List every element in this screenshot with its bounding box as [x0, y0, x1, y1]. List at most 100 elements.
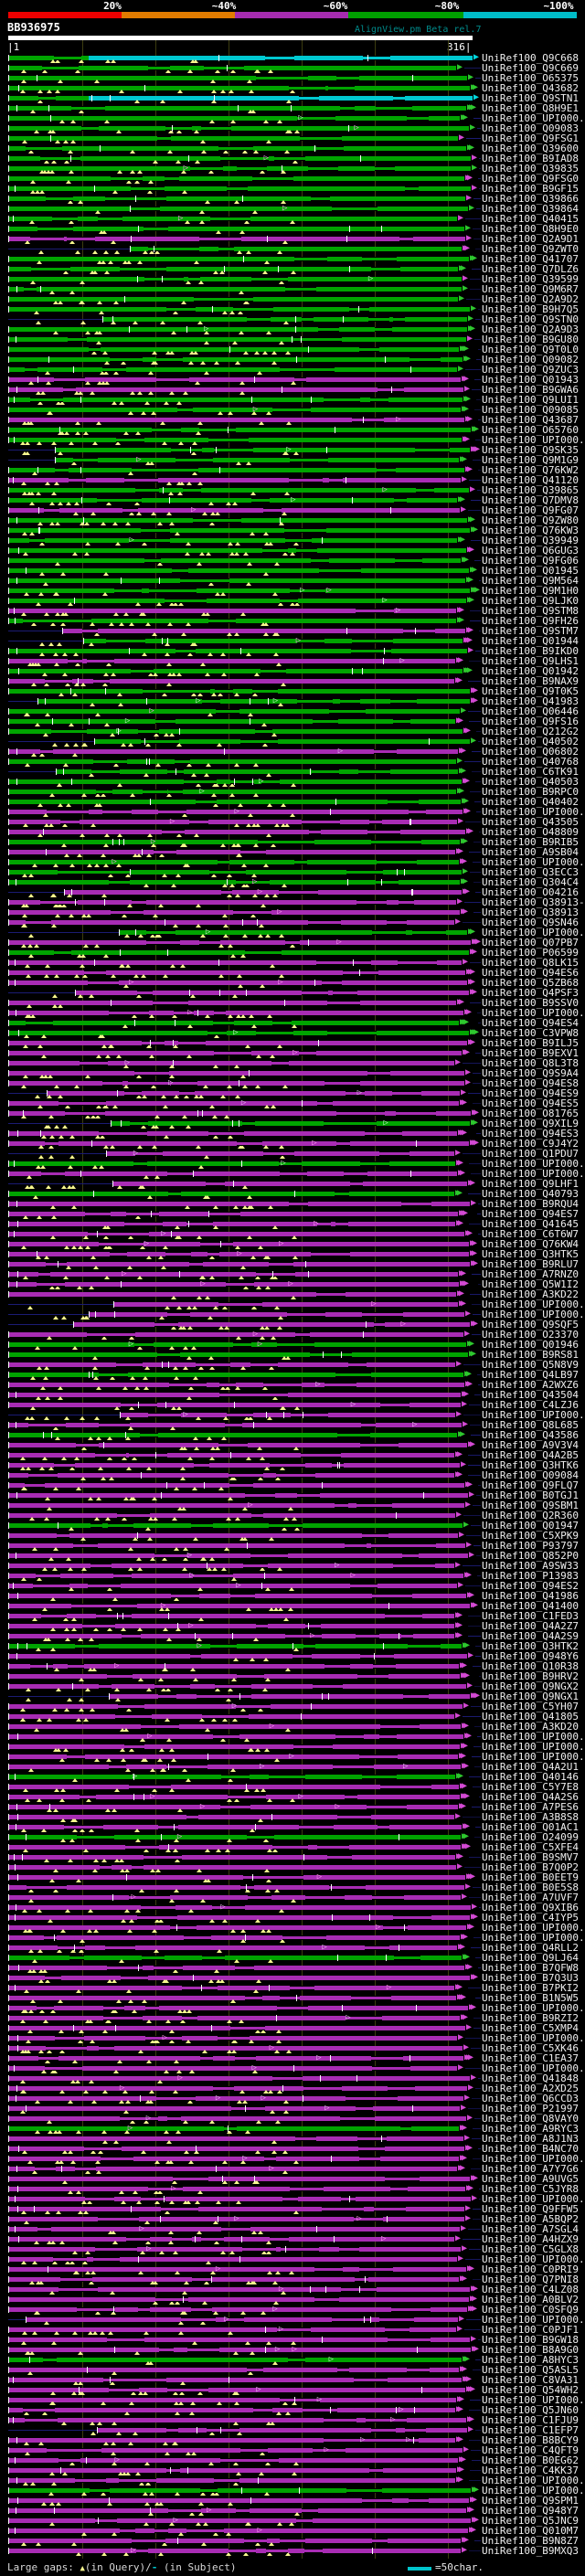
- alignment-bar[interactable]: [8, 2207, 464, 2211]
- alignment-bar[interactable]: [8, 297, 458, 302]
- alignment-row[interactable]: ▶ UniRef100_UPI000..: [0, 2193, 585, 2204]
- alignment-bar[interactable]: [8, 2267, 466, 2272]
- alignment-row[interactable]: ▶ UniRef100_Q8LK15: [0, 957, 585, 968]
- alignment-row[interactable]: ▶ UniRef100_Q8H9E0: [0, 223, 585, 234]
- alignment-row[interactable]: ▷ ▶▶ UniRef100_UPI000..: [0, 1299, 585, 1309]
- hit-label[interactable]: UniRef100_Q4A2B5: [482, 1449, 579, 1461]
- alignment-bar[interactable]: [8, 1996, 456, 2000]
- hit-label[interactable]: UniRef100_B9RQU4: [482, 1198, 579, 1210]
- alignment-row[interactable]: ▷ ▶▶ UniRef100_Q4A2S9: [0, 1630, 585, 1641]
- alignment-bar[interactable]: [8, 1935, 460, 1940]
- alignment-bar[interactable]: [8, 649, 467, 653]
- alignment-bar[interactable]: [8, 2066, 457, 2071]
- alignment-bar[interactable]: [8, 1835, 461, 1839]
- alignment-row[interactable]: ▷ ▶▶ UniRef100_Q09085: [0, 404, 585, 415]
- alignment-bar[interactable]: [119, 930, 467, 935]
- alignment-bar[interactable]: [8, 2327, 456, 2332]
- alignment-row[interactable]: ▶ UniRef100_B7Q0P2: [0, 1861, 585, 1872]
- alignment-bar[interactable]: [8, 830, 465, 834]
- alignment-bar[interactable]: [8, 609, 456, 613]
- alignment-row[interactable]: ▷ ▶▶ UniRef100_B7PKI2: [0, 1982, 585, 1994]
- hit-label[interactable]: UniRef100_C5Y7E8: [482, 1781, 579, 1793]
- alignment-row[interactable]: ▷ ▶▶ UniRef100_Q9LJK0: [0, 595, 585, 606]
- alignment-row[interactable]: ▶ UniRef100_Q9M6R7: [0, 283, 585, 294]
- hit-label[interactable]: UniRef100_Q06802: [482, 746, 579, 758]
- alignment-row[interactable]: ▷ ▶▶ UniRef100_C0PRI9: [0, 2263, 585, 2275]
- hit-label[interactable]: UniRef100_B9GU80: [482, 334, 579, 345]
- alignment-row[interactable]: ▶▶ UniRef100_A0BLV2: [0, 2294, 585, 2305]
- alignment-bar[interactable]: [8, 2036, 457, 2041]
- alignment-bar[interactable]: [8, 1051, 462, 1055]
- alignment-bar[interactable]: [8, 1503, 464, 1508]
- alignment-bar[interactable]: [8, 1373, 463, 1377]
- alignment-row[interactable]: ▶▶ UniRef100_B4NC70: [0, 2143, 585, 2154]
- hit-label[interactable]: UniRef100_A9SB04: [482, 846, 579, 858]
- alignment-bar[interactable]: [8, 1342, 466, 1347]
- alignment-row[interactable]: ▷ ▶ UniRef100_Q39864: [0, 203, 585, 214]
- alignment-bar[interactable]: [8, 840, 460, 844]
- hit-label[interactable]: UniRef100_Q40503: [482, 776, 579, 788]
- hit-label[interactable]: UniRef100_Q76KW2: [482, 464, 579, 476]
- alignment-row[interactable]: ▶ UniRef100_O65375: [0, 72, 585, 83]
- alignment-row[interactable]: ▶ UniRef100_B9IKD0: [0, 645, 585, 656]
- alignment-bar[interactable]: [8, 1765, 461, 1769]
- hit-label[interactable]: UniRef100_B9RZI2: [482, 2012, 579, 2024]
- alignment-row[interactable]: ▷ ▶▶ UniRef100_Q2A9D3: [0, 323, 585, 334]
- hit-label[interactable]: UniRef100_Q9FG07: [482, 504, 579, 516]
- hit-label[interactable]: UniRef100_UPI000..: [482, 927, 585, 938]
- alignment-row[interactable]: ▷ ▶▶ UniRef100_Q39949: [0, 535, 585, 546]
- alignment-bar[interactable]: [55, 458, 459, 462]
- alignment-row[interactable]: ▷ ▶▶ UniRef100_A2WXZ6: [0, 1379, 585, 1390]
- hit-label[interactable]: UniRef100_UPI000..: [482, 2314, 585, 2326]
- alignment-bar[interactable]: [8, 1956, 462, 1960]
- alignment-row[interactable]: ▶ UniRef100_UPI000..: [0, 2253, 585, 2264]
- alignment-bar[interactable]: [8, 438, 462, 442]
- hit-label[interactable]: UniRef100_Q43586: [482, 1429, 579, 1441]
- hit-label[interactable]: UniRef100_Q94ES8: [482, 1077, 579, 1089]
- alignment-bar[interactable]: [8, 1242, 469, 1246]
- alignment-row[interactable]: ▷ ▶ UniRef100_A7SGL4: [0, 2223, 585, 2234]
- hit-label[interactable]: UniRef100_C5XMP4: [482, 2022, 579, 2034]
- alignment-bar[interactable]: [8, 2167, 457, 2171]
- alignment-bar[interactable]: [8, 528, 470, 533]
- alignment-bar[interactable]: [8, 377, 461, 382]
- alignment-bar[interactable]: [8, 347, 459, 352]
- alignment-row[interactable]: ▷ ▶▶▶ UniRef100_C0SFQ9: [0, 2304, 585, 2316]
- alignment-row[interactable]: ▶▶▶ UniRef100_C5XFE4: [0, 1841, 585, 1852]
- hit-label[interactable]: UniRef100_UPI000..: [482, 1741, 585, 1753]
- alignment-bar[interactable]: [8, 689, 470, 694]
- alignment-bar[interactable]: [8, 1976, 470, 1980]
- alignment-row[interactable]: ▶▶ UniRef100_Q43586: [0, 1429, 585, 1441]
- hit-label[interactable]: UniRef100_C0PRI9: [482, 2263, 579, 2275]
- hit-label[interactable]: UniRef100_Q43687: [482, 414, 579, 426]
- alignment-bar[interactable]: [8, 558, 461, 563]
- alignment-bar[interactable]: [8, 1564, 454, 1568]
- alignment-row[interactable]: ▷ ▶ UniRef100_Q852P0: [0, 1550, 585, 1561]
- hit-label[interactable]: UniRef100_UPI000..: [482, 1299, 585, 1310]
- alignment-row[interactable]: ▷ ▶ UniRef100_Q94ES8: [0, 1077, 585, 1089]
- hit-label[interactable]: UniRef100_B9NAX9: [482, 675, 579, 687]
- hit-label[interactable]: UniRef100_Q9FS16: [482, 716, 579, 727]
- alignment-bar[interactable]: [8, 679, 454, 684]
- alignment-bar[interactable]: [8, 96, 89, 101]
- alignment-bar[interactable]: [8, 398, 463, 402]
- hit-label[interactable]: UniRef100_B7PKI2: [482, 1982, 579, 1994]
- hit-label[interactable]: UniRef100_C5XK46: [482, 2042, 579, 2054]
- alignment-bar[interactable]: [8, 1071, 464, 1076]
- alignment-bar[interactable]: [8, 619, 456, 623]
- alignment-bar[interactable]: [8, 1966, 464, 1970]
- hit-label[interactable]: UniRef100_A7Y7G6: [482, 2163, 579, 2175]
- alignment-row[interactable]: ▶▶ UniRef100_O48809: [0, 826, 585, 837]
- alignment-bar[interactable]: [8, 1543, 465, 1548]
- alignment-row[interactable]: ▶▶ UniRef100_C5Y7E8: [0, 1781, 585, 1793]
- alignment-row[interactable]: ▶ UniRef100_B9GF15: [0, 183, 585, 194]
- hit-label[interactable]: UniRef100_B1N5W5: [482, 1992, 579, 2004]
- hit-label[interactable]: UniRef100_Q94ES5: [482, 1097, 579, 1109]
- alignment-bar[interactable]: [8, 66, 456, 70]
- alignment-row[interactable]: ▶ UniRef100_Q9S9A4: [0, 1067, 585, 1078]
- alignment-bar[interactable]: [8, 588, 470, 593]
- alignment-row[interactable]: ▷ ▶ UniRef100_C5YH07: [0, 1701, 585, 1712]
- alignment-bar[interactable]: [8, 1262, 470, 1267]
- alignment-bar[interactable]: [8, 327, 467, 332]
- hit-label[interactable]: UniRef100_C0SFQ9: [482, 2304, 579, 2316]
